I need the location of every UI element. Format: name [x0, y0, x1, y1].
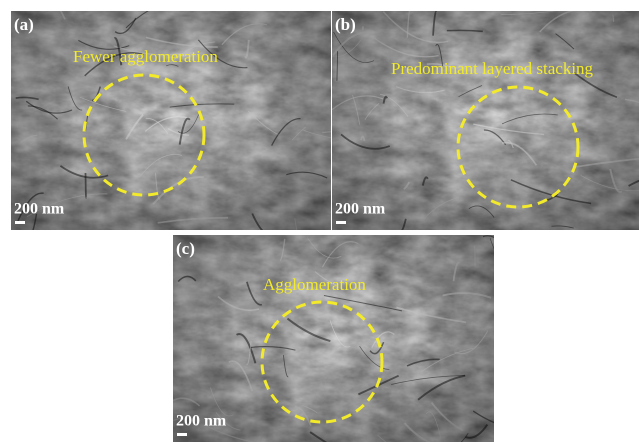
scale-bar-label: 200 nm: [14, 201, 65, 218]
annotation: Agglomeration: [263, 275, 366, 294]
image-panel: (c) Agglomeration 200 nm: [150, 235, 544, 442]
scale-bar-label: 200 nm: [335, 201, 386, 218]
scale-bar: [336, 221, 346, 224]
image-panel: (b) Predominant layered stacking 200 nm: [326, 0, 639, 232]
image-panel: (a) Fewer agglomeration 200 nm: [11, 0, 387, 246]
scale-bar: [177, 433, 187, 436]
wrinkle: [624, 0, 626, 11]
micrograph: [326, 0, 639, 232]
figure: (a) Fewer agglomeration 200 nm (b) Predomina…: [0, 0, 639, 442]
panel-label: (c): [176, 239, 195, 258]
panel-label: (b): [335, 15, 356, 34]
micrograph: [150, 235, 544, 442]
scale-bar-label: 200 nm: [176, 413, 227, 430]
annotation: Fewer agglomeration: [73, 47, 218, 66]
micrograph: [11, 0, 387, 246]
vignette: [173, 235, 494, 442]
annotation: Predominant layered stacking: [391, 59, 594, 78]
vignette: [11, 11, 331, 230]
scale-bar: [15, 221, 25, 224]
panel-label: (a): [14, 15, 34, 34]
